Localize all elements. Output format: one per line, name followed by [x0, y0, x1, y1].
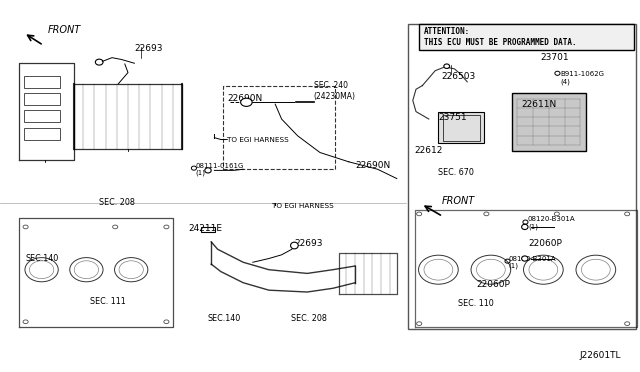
Text: 23701: 23701 [541, 53, 570, 62]
Text: 22693: 22693 [134, 44, 163, 53]
Text: SEC. 110: SEC. 110 [458, 299, 493, 308]
Text: TO EGI HARNESS: TO EGI HARNESS [227, 137, 289, 142]
Text: B911-1062G
(4): B911-1062G (4) [560, 71, 604, 85]
Ellipse shape [205, 168, 211, 173]
Text: 22693: 22693 [294, 239, 323, 248]
Text: SEC. 670: SEC. 670 [438, 169, 474, 177]
Text: SEC. 208: SEC. 208 [99, 198, 135, 207]
Ellipse shape [291, 242, 298, 249]
Text: 08120-B301A
(1): 08120-B301A (1) [509, 256, 556, 269]
Ellipse shape [241, 98, 252, 106]
Text: SEC. 208: SEC. 208 [291, 314, 327, 323]
Text: 24211E: 24211E [189, 224, 223, 233]
Bar [512, 93, 586, 151]
Bar [443, 115, 480, 141]
Bar [24, 110, 60, 122]
Text: 22690N: 22690N [355, 161, 390, 170]
Bar [438, 112, 484, 143]
Text: SEC. 240
(24230MA): SEC. 240 (24230MA) [314, 81, 356, 101]
Text: ATTENTION:
THIS ECU MUST BE PROGRAMMED DATA.: ATTENTION: THIS ECU MUST BE PROGRAMMED D… [424, 27, 577, 46]
Text: 22060P: 22060P [528, 239, 562, 248]
Ellipse shape [522, 256, 528, 261]
Text: TO EGI HARNESS: TO EGI HARNESS [272, 203, 333, 209]
Bar [24, 76, 60, 88]
Bar [24, 128, 60, 140]
Bar [223, 86, 335, 169]
Text: 08111-0161G
(1): 08111-0161G (1) [195, 163, 244, 176]
Bar [201, 227, 215, 232]
Text: 08120-B301A
(1): 08120-B301A (1) [528, 217, 575, 230]
Bar [24, 93, 60, 105]
Text: 22060P: 22060P [477, 280, 511, 289]
Text: J22601TL: J22601TL [579, 351, 621, 360]
Text: 22612: 22612 [415, 146, 443, 155]
Text: SEC. 111: SEC. 111 [90, 297, 125, 306]
Ellipse shape [444, 64, 449, 68]
Text: 22690N: 22690N [227, 94, 262, 103]
Text: SEC.140: SEC.140 [208, 314, 241, 323]
Text: FRONT: FRONT [48, 25, 81, 35]
Text: 23751: 23751 [438, 113, 467, 122]
Text: SEC.140: SEC.140 [26, 254, 59, 263]
Bar [408, 24, 636, 329]
Text: 226503: 226503 [442, 72, 476, 81]
Text: FRONT: FRONT [442, 196, 475, 206]
Bar [419, 24, 634, 50]
Ellipse shape [522, 224, 528, 230]
Text: 22611N: 22611N [522, 100, 557, 109]
